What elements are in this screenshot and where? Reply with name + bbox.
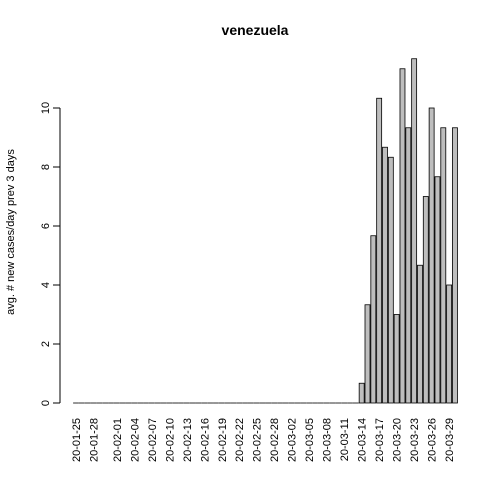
y-tick-label: 8 [40,164,52,170]
bar-20-03-26 [428,107,435,404]
x-tick-label: 20-02-10 [164,418,176,462]
y-tick-label: 4 [40,282,52,288]
x-tick-label: 20-02-13 [182,418,194,462]
chart-title: venezuela [222,22,289,38]
bar-20-03-30 [452,127,458,404]
x-tick-label: 20-01-28 [88,418,100,462]
x-tick-label: 20-03-14 [357,418,369,462]
y-axis-label: avg. # new cases/day prev 3 days [5,149,17,315]
x-tick-label: 20-02-19 [217,418,229,462]
x-tick-label: 20-02-22 [234,418,246,462]
y-axis: 0 2 4 6 8 10 [40,102,61,406]
x-tick-label: 20-03-08 [322,418,334,462]
x-tick-label: 20-03-29 [444,418,456,462]
bar-20-03-20 [393,314,400,404]
x-tick-label: 20-03-11 [339,418,351,461]
y-tick-label: 2 [40,341,52,347]
bars-group [73,58,458,404]
x-tick-label: 20-02-07 [147,418,159,462]
x-tick-label: 20-02-16 [199,418,211,462]
bar-20-03-23 [411,58,418,404]
bar-20-03-19 [387,156,394,404]
y-tick-label: 10 [40,102,52,114]
bar-20-03-27 [434,176,441,404]
bar-20-03-14 [358,382,365,404]
x-tick-label: 20-03-26 [427,418,439,462]
x-tick-label: 20-03-05 [304,418,316,462]
y-tick-label: 0 [40,400,52,406]
bar-20-03-21 [399,68,406,404]
x-tick-label: 20-03-20 [392,418,404,462]
bar-20-03-22 [405,127,412,404]
bar-20-03-17 [376,97,383,404]
x-tick-label: 20-02-25 [252,418,264,462]
x-axis: 20-01-25 20-01-28 20-02-01 20-02-04 20-02-07… [71,418,456,462]
bar-20-03-28 [440,127,447,404]
x-tick-label: 20-02-28 [269,418,281,462]
x-tick-label: 20-03-17 [374,418,386,462]
bar-20-03-24 [417,264,423,404]
bar-20-03-18 [382,146,388,404]
x-tick-label: 20-03-02 [287,418,299,462]
bar-20-03-15 [364,304,371,404]
x-tick-label: 20-02-01 [112,418,124,462]
y-tick-label: 6 [40,223,52,229]
x-tick-label: 20-02-04 [129,418,141,462]
x-tick-label: 20-01-25 [71,418,83,462]
bar-20-03-25 [422,196,429,404]
bar-20-03-16 [370,235,377,404]
x-tick-label: 20-03-23 [409,418,421,462]
bar-20-03-29 [446,284,453,404]
